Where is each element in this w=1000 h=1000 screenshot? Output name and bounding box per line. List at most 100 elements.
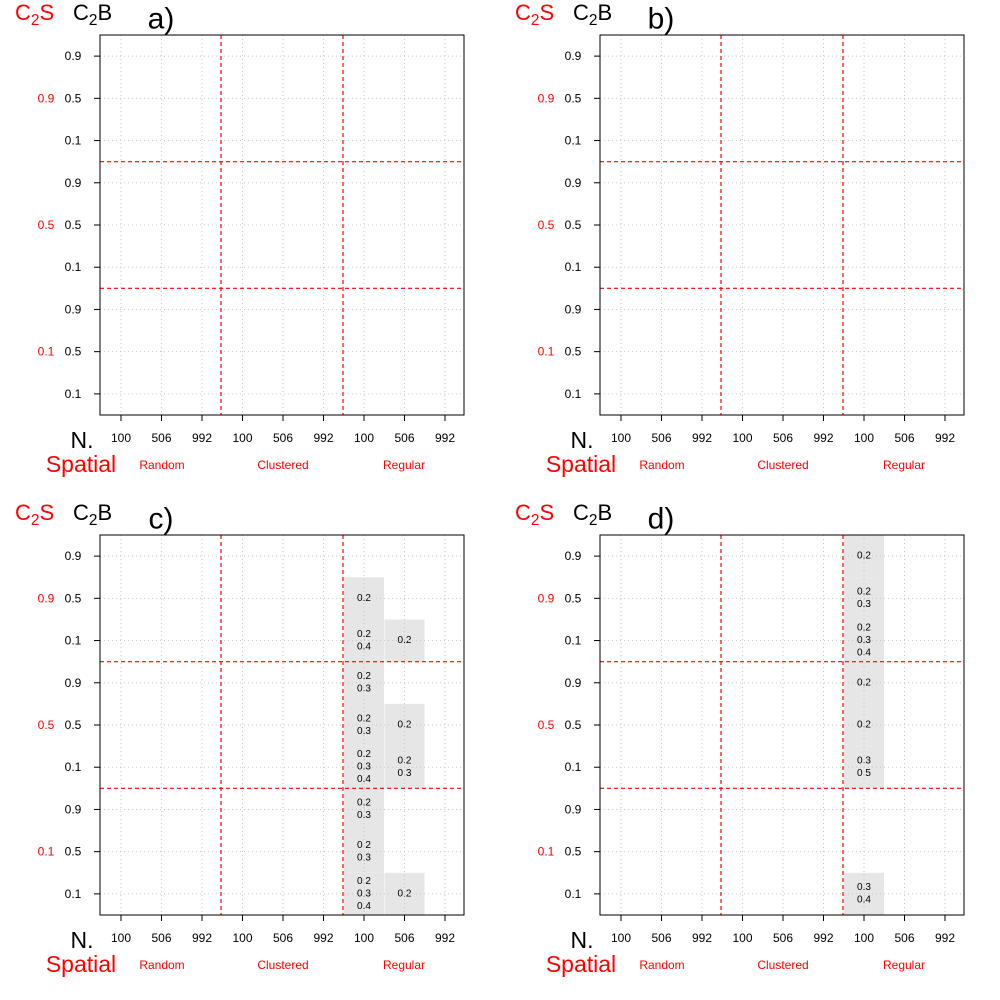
- c2s-header-letter: C: [515, 0, 531, 25]
- y-tick-label: 0.5: [565, 218, 582, 232]
- y-tick-label: 0.9: [65, 549, 82, 563]
- spatial-axis-label: Spatial: [46, 451, 116, 477]
- column-group-label: Regular: [883, 958, 925, 972]
- c2b-header-letter: C: [73, 0, 89, 25]
- x-tick-label: 992: [313, 931, 333, 945]
- c2b-header-tail: B: [597, 0, 612, 25]
- y-tick-label: 0.9: [565, 176, 582, 190]
- column-group-label: Random: [139, 958, 184, 972]
- column-group-label: Clustered: [257, 958, 308, 972]
- x-tick-label: 100: [732, 931, 752, 945]
- row-group-label: 0.5: [538, 718, 555, 732]
- c2s-header: C2S: [515, 0, 554, 29]
- column-group-label: Random: [639, 458, 684, 472]
- c2b-header-letter: C: [73, 500, 89, 525]
- x-tick-label: 992: [313, 431, 333, 445]
- panel-c: C2SC2Bc)0.20.20.40.20.20.30.20.30.20.20.…: [15, 500, 465, 977]
- cell-value: 0.4: [357, 641, 371, 652]
- cell-value: 0.4: [857, 648, 871, 659]
- c2s-header-tail: S: [39, 500, 54, 525]
- column-group-label: Regular: [383, 458, 425, 472]
- cell-value: 0.2: [357, 840, 371, 851]
- x-tick-label: 506: [273, 931, 293, 945]
- panel-label: b): [648, 3, 675, 36]
- c2b-header: C2B: [573, 500, 612, 529]
- c2b-header-letter: C: [573, 500, 589, 525]
- y-tick-label: 0.5: [65, 218, 82, 232]
- y-tick-label: 0.1: [65, 260, 82, 274]
- c2s-header-letter: C: [515, 500, 531, 525]
- y-tick-label: 0.1: [65, 887, 82, 901]
- c2s-header: C2S: [15, 500, 54, 529]
- x-tick-label: 100: [111, 431, 131, 445]
- x-tick-label: 992: [813, 431, 833, 445]
- y-tick-label: 0.1: [565, 134, 582, 148]
- column-group-label: Random: [639, 958, 684, 972]
- y-tick-label: 0.9: [565, 802, 582, 816]
- n-axis-label: N.: [571, 427, 594, 453]
- x-tick-label: 506: [773, 431, 793, 445]
- c2s-header-letter: C: [15, 500, 31, 525]
- y-tick-label: 0.5: [565, 845, 582, 859]
- row-group-label: 0.1: [38, 845, 55, 859]
- panel-label: d): [648, 503, 675, 536]
- column-group-label: Regular: [383, 958, 425, 972]
- y-tick-label: 0.1: [565, 887, 582, 901]
- c2s-header-tail: S: [539, 0, 554, 25]
- y-tick-label: 0.1: [65, 634, 82, 648]
- y-tick-label: 0.5: [65, 845, 82, 859]
- c2s-header: C2S: [515, 500, 554, 529]
- y-tick-label: 0.5: [565, 591, 582, 605]
- c2b-header: C2B: [573, 0, 612, 29]
- panel-label: c): [149, 503, 174, 536]
- x-tick-label: 992: [192, 431, 212, 445]
- c2s-header-subscript: 2: [31, 512, 40, 529]
- c2s-header: C2S: [15, 0, 54, 29]
- panel-label: a): [148, 3, 175, 36]
- y-tick-label: 0.1: [565, 760, 582, 774]
- y-tick-label: 0.1: [65, 134, 82, 148]
- y-tick-label: 0.5: [65, 345, 82, 359]
- x-tick-label: 100: [354, 431, 374, 445]
- plot-frame: [99, 34, 465, 416]
- x-tick-label: 100: [111, 931, 131, 945]
- x-tick-label: 506: [151, 931, 171, 945]
- x-tick-label: 506: [651, 931, 671, 945]
- n-axis-label: N.: [71, 427, 94, 453]
- x-tick-label: 506: [394, 931, 414, 945]
- cell-value: 0.3: [857, 599, 871, 610]
- y-tick-label: 0.9: [565, 676, 582, 690]
- x-tick-label: 992: [435, 431, 455, 445]
- c2b-header-tail: B: [597, 500, 612, 525]
- c2s-header-tail: S: [539, 500, 554, 525]
- panel-b: C2S C2B b)0.90.50.10.90.50.10.90.50.10.90.…: [515, 0, 965, 477]
- row-group-label: 0.5: [538, 218, 555, 232]
- x-tick-label: 100: [854, 931, 874, 945]
- c2s-header-subscript: 2: [31, 12, 40, 29]
- panel-a: C2S C2B a)0.90.50.10.90.50.10.90.50.10.90.…: [15, 0, 465, 477]
- cell-value: 0.3: [357, 852, 371, 863]
- y-tick-label: 0.9: [65, 302, 82, 316]
- row-group-label: 0.1: [38, 345, 55, 359]
- panel-d: C2SC2Bd)0.20.20.30.20.30.40.20.20.30.50.…: [515, 500, 965, 977]
- column-group-label: Clustered: [757, 458, 808, 472]
- y-tick-label: 0.5: [565, 345, 582, 359]
- x-tick-label: 506: [273, 431, 293, 445]
- cell-value: 0.2: [357, 749, 371, 760]
- row-group-label: 0.5: [38, 718, 55, 732]
- x-tick-label: 992: [813, 931, 833, 945]
- row-group-label: 0.9: [538, 591, 555, 605]
- x-tick-label: 506: [894, 931, 914, 945]
- cell-value: 0.3: [398, 768, 412, 779]
- x-tick-label: 100: [611, 431, 631, 445]
- c2b-header: C2B: [73, 0, 112, 29]
- row-group-label: 0.9: [38, 591, 55, 605]
- y-tick-label: 0.9: [65, 802, 82, 816]
- n-axis-label: N.: [571, 927, 594, 953]
- y-tick-label: 0.5: [565, 91, 582, 105]
- cell-value: 0.2: [857, 623, 871, 634]
- plot-frame: [599, 34, 965, 416]
- y-tick-label: 0.9: [65, 676, 82, 690]
- cell-value: 0.5: [857, 768, 871, 779]
